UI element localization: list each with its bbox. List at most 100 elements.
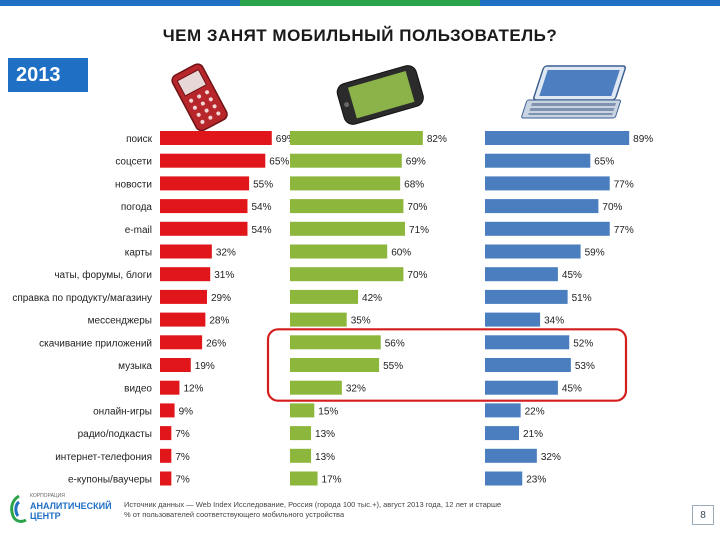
bar-smartphone xyxy=(290,403,315,418)
bar-smartphone xyxy=(290,131,423,145)
bar-feature-phone xyxy=(160,131,272,145)
bar-smartphone xyxy=(290,335,381,350)
bar-feature-phone xyxy=(160,403,175,418)
bar-feature-phone xyxy=(160,176,250,191)
bar-tablet xyxy=(485,244,581,259)
category-label: онлайн-игры xyxy=(93,406,152,417)
bar-tablet xyxy=(485,131,630,145)
feature-phone-icon xyxy=(171,63,228,132)
data-label: 28% xyxy=(209,316,229,327)
data-label: 51% xyxy=(572,293,592,304)
bar-tablet xyxy=(485,267,558,282)
bar-feature-phone xyxy=(160,153,266,168)
bar-feature-phone xyxy=(160,335,203,350)
data-label: 89% xyxy=(633,134,653,145)
bar-feature-phone xyxy=(160,312,206,327)
tablet-icon xyxy=(521,65,627,119)
category-label: e-купоны/ваучеры xyxy=(68,475,152,486)
data-label: 54% xyxy=(251,225,271,236)
category-label: мессенджеры xyxy=(88,316,152,327)
bar-tablet xyxy=(485,448,537,463)
category-label: погода xyxy=(121,202,153,213)
bar-smartphone xyxy=(290,289,359,304)
data-label: 13% xyxy=(315,452,335,463)
bar-feature-phone xyxy=(160,289,207,304)
category-label: радио/подкасты xyxy=(78,429,152,440)
bar-feature-phone xyxy=(160,471,172,486)
bar-tablet xyxy=(485,153,591,168)
data-label: 52% xyxy=(573,338,593,349)
data-label: 17% xyxy=(322,475,342,486)
data-label: 56% xyxy=(385,338,405,349)
data-label: 59% xyxy=(585,248,605,259)
bar-feature-phone xyxy=(160,199,248,214)
data-label: 26% xyxy=(206,338,226,349)
bar-smartphone xyxy=(290,221,406,236)
category-label: справка по продукту/магазину xyxy=(12,293,152,304)
logo-small-text: КОРПОРАЦИЯ xyxy=(30,493,65,499)
data-label: 42% xyxy=(362,293,382,304)
bar-tablet xyxy=(485,335,570,350)
data-label: 7% xyxy=(175,475,190,486)
category-label: поиск xyxy=(126,134,153,145)
data-label: 53% xyxy=(575,361,595,372)
source-note: Источник данных — Web Index Исследование… xyxy=(124,500,669,520)
bar-feature-phone xyxy=(160,448,172,463)
bar-feature-phone xyxy=(160,358,191,372)
highlight-box xyxy=(266,328,628,402)
data-label: 32% xyxy=(541,452,561,463)
data-label: 82% xyxy=(427,134,447,145)
data-label: 69% xyxy=(406,157,426,168)
category-label: музыка xyxy=(118,361,152,372)
bar-tablet xyxy=(485,176,610,191)
data-label: 7% xyxy=(175,429,190,440)
data-label: 55% xyxy=(253,179,273,190)
data-label: 60% xyxy=(391,248,411,259)
bar-smartphone xyxy=(290,448,312,463)
data-label: 70% xyxy=(407,270,427,281)
bar-smartphone xyxy=(290,244,388,259)
data-label: 71% xyxy=(409,225,429,236)
bar-feature-phone xyxy=(160,221,248,236)
data-label: 12% xyxy=(183,384,203,395)
bar-smartphone xyxy=(290,471,318,486)
category-label: e-mail xyxy=(125,225,152,236)
data-label: 45% xyxy=(562,270,582,281)
data-label: 77% xyxy=(614,225,634,236)
data-label: 23% xyxy=(526,475,546,486)
data-label: 70% xyxy=(602,202,622,213)
data-label: 77% xyxy=(614,179,634,190)
data-label: 45% xyxy=(562,384,582,395)
analytical-center-logo: КОРПОРАЦИЯ АНАЛИТИЧЕСКИЙ ЦЕНТР xyxy=(8,490,113,528)
bar-tablet xyxy=(485,471,523,486)
source-line-2: % от пользователей соответствующего моби… xyxy=(124,510,345,519)
bar-smartphone xyxy=(290,426,312,441)
bar-feature-phone xyxy=(160,380,180,395)
source-line-1: Источник данных — Web Index Исследование… xyxy=(124,500,502,509)
year-badge: 2013 xyxy=(8,58,88,92)
data-label: 68% xyxy=(404,179,424,190)
bar-feature-phone xyxy=(160,426,172,441)
bar-tablet xyxy=(485,426,520,441)
bar-smartphone xyxy=(290,199,404,214)
category-label: интернет-телефония xyxy=(55,451,152,463)
smartphone-icon xyxy=(336,65,424,125)
data-label: 65% xyxy=(269,157,289,168)
data-label: 9% xyxy=(179,406,194,417)
data-label: 19% xyxy=(195,361,215,372)
bar-smartphone xyxy=(290,176,401,191)
data-label: 65% xyxy=(594,157,614,168)
top-color-bar xyxy=(0,0,720,6)
data-label: 34% xyxy=(544,316,564,327)
bar-tablet xyxy=(485,380,558,395)
category-label: соцсети xyxy=(115,157,152,168)
data-label: 29% xyxy=(211,293,231,304)
bar-smartphone xyxy=(290,380,342,395)
data-label: 22% xyxy=(525,406,545,417)
bar-smartphone xyxy=(290,312,347,327)
bar-tablet xyxy=(485,312,541,327)
data-label: 7% xyxy=(175,452,190,463)
category-label: чаты, форумы, блоги xyxy=(54,269,152,281)
page-number: 8 xyxy=(692,505,714,525)
